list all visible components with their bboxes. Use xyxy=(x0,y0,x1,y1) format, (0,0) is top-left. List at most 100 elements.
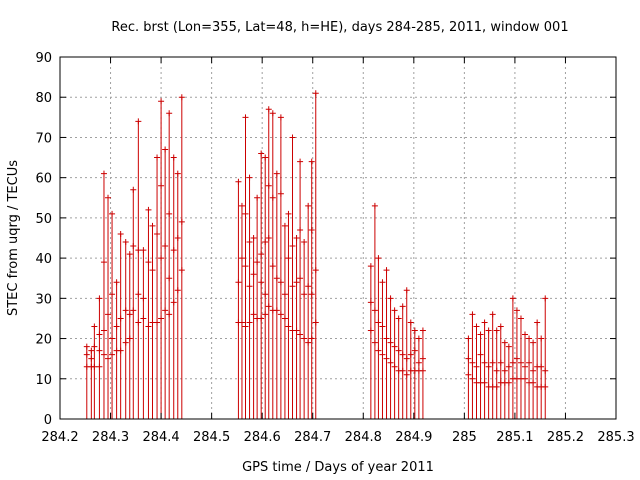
data-point xyxy=(415,335,422,342)
data-point xyxy=(135,319,142,326)
data-point xyxy=(485,327,492,334)
data-point xyxy=(542,383,549,390)
data-point xyxy=(91,343,98,350)
data-point xyxy=(262,154,269,161)
data-point xyxy=(88,347,95,354)
x-axis-ticks: 284.2 284.3 284.4 284.5 284.6 284.7 284.8 284.9… xyxy=(41,57,635,445)
data-point xyxy=(477,331,484,338)
data-point xyxy=(493,383,500,390)
data-point xyxy=(154,154,161,161)
data-point xyxy=(105,355,112,362)
data-point xyxy=(109,351,116,358)
data-point xyxy=(265,106,272,113)
data-point xyxy=(113,323,120,330)
data-point xyxy=(419,327,426,334)
data-point xyxy=(301,291,308,298)
data-point xyxy=(277,114,284,121)
data-point xyxy=(100,170,107,177)
data-point xyxy=(242,114,249,121)
data-point xyxy=(301,335,308,342)
data-point xyxy=(297,226,304,233)
data-point xyxy=(154,230,161,237)
data-point xyxy=(265,303,272,310)
series-group xyxy=(83,94,185,419)
data-point xyxy=(501,367,508,374)
data-point xyxy=(391,307,398,314)
data-point xyxy=(170,247,177,254)
x-tick-label: 285 xyxy=(452,430,477,445)
data-point xyxy=(130,243,137,250)
data-point xyxy=(383,335,390,342)
data-point xyxy=(242,210,249,217)
data-point xyxy=(158,315,165,322)
data-point xyxy=(493,327,500,334)
data-point xyxy=(367,327,374,334)
x-tick-label: 284.5 xyxy=(193,430,230,445)
data-point xyxy=(166,311,173,318)
data-point xyxy=(96,295,103,302)
data-point xyxy=(285,323,292,330)
data-point xyxy=(387,339,394,346)
data-point xyxy=(497,323,504,330)
data-point xyxy=(149,222,156,229)
data-point xyxy=(477,351,484,358)
x-tick-label: 284.3 xyxy=(92,430,129,445)
y-tick-label: 0 xyxy=(44,413,52,428)
data-point xyxy=(407,319,414,326)
data-point xyxy=(273,275,280,282)
y-tick-label: 90 xyxy=(35,51,52,66)
data-point xyxy=(371,339,378,346)
x-tick-label: 285.2 xyxy=(547,430,584,445)
data-point xyxy=(411,327,418,334)
data-point xyxy=(522,363,529,370)
data-point xyxy=(277,279,284,286)
data-point xyxy=(250,235,257,241)
data-point xyxy=(289,243,296,250)
data-point xyxy=(83,343,90,350)
data-point xyxy=(96,363,103,370)
data-point xyxy=(407,351,414,358)
data-point xyxy=(375,319,382,326)
data-point xyxy=(269,110,276,117)
data-point xyxy=(293,235,300,241)
data-point xyxy=(367,263,374,270)
plot-frame xyxy=(59,56,617,420)
data-point xyxy=(308,335,315,342)
data-point xyxy=(246,283,253,290)
data-point xyxy=(162,243,169,250)
data-point xyxy=(387,295,394,302)
data-point xyxy=(469,311,476,318)
y-axis-ticks: 0 10 20 30 40 50 60 70 80 90 xyxy=(35,51,616,428)
data-point xyxy=(403,371,410,378)
data-point xyxy=(254,194,261,201)
series-group xyxy=(235,90,319,419)
data-point xyxy=(174,235,181,241)
data-point xyxy=(522,331,529,338)
data-point xyxy=(100,327,107,334)
data-point xyxy=(513,307,520,314)
data-point xyxy=(140,315,147,322)
data-point xyxy=(526,335,533,342)
data-point xyxy=(170,154,177,161)
data-point xyxy=(391,363,398,370)
data-point xyxy=(91,323,98,330)
data-point xyxy=(277,190,284,197)
data-point xyxy=(178,218,185,225)
data-point xyxy=(485,363,492,370)
data-point xyxy=(391,343,398,350)
y-tick-label: 50 xyxy=(35,212,52,227)
data-point xyxy=(130,307,137,314)
data-point xyxy=(465,371,472,378)
data-point xyxy=(371,202,378,209)
x-tick-label: 284.6 xyxy=(244,430,281,445)
data-point xyxy=(135,118,142,125)
data-point xyxy=(301,239,308,246)
data-point xyxy=(122,307,129,314)
x-tick-label: 284.7 xyxy=(294,430,331,445)
data-point xyxy=(371,307,378,314)
data-point xyxy=(96,347,103,354)
data-point xyxy=(489,359,496,366)
data-point xyxy=(122,339,129,346)
data-point xyxy=(297,331,304,338)
